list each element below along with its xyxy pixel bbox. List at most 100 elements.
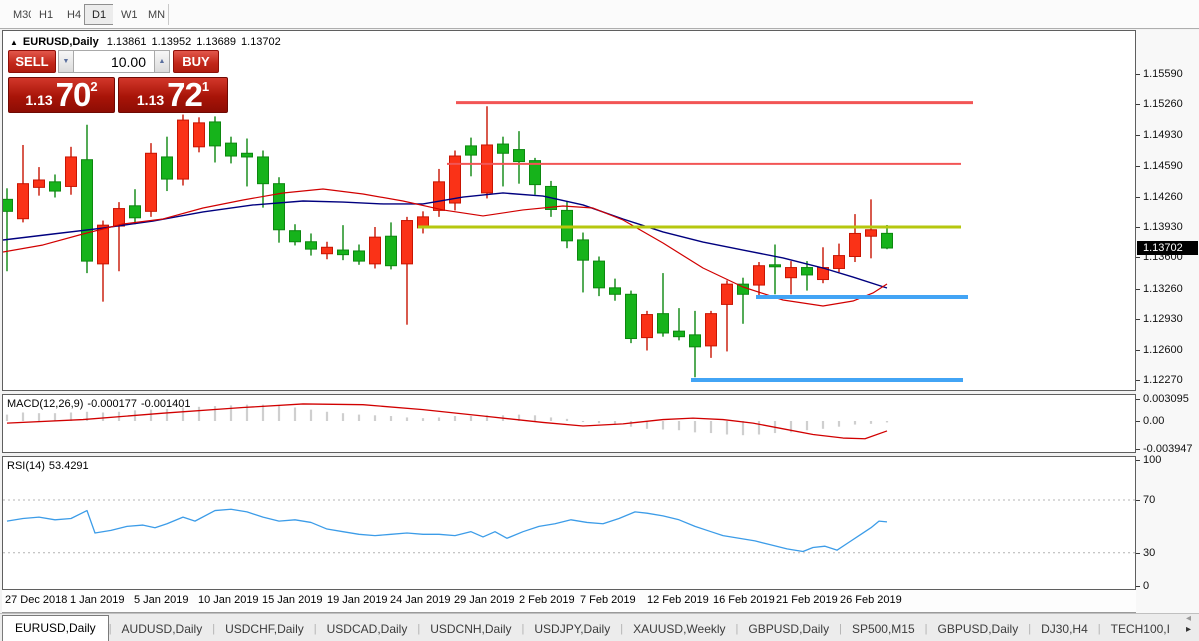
rsi-tick-label: 0	[1143, 580, 1150, 592]
tab-scroll-right-icon[interactable]: ▸	[1185, 624, 1191, 635]
price-tick-label-tick	[1136, 104, 1140, 106]
date-axis-label: 10 Jan 2019	[198, 594, 259, 606]
tab-separator: |	[108, 623, 112, 635]
rsi-tick-label-tick	[1136, 552, 1140, 554]
date-axis-label: 26 Feb 2019	[840, 594, 902, 606]
price-tick-label-tick	[1136, 227, 1140, 228]
chart-tab-usdcnh-daily[interactable]: USDCNH,Daily	[430, 622, 512, 636]
price-tick-label-tick	[1136, 288, 1140, 290]
rsi-indicator-label: RSI(14) 53.4291	[7, 460, 93, 472]
tab-scroll-left-icon[interactable]: ◂	[1185, 613, 1191, 624]
price-tick-label-tick	[1136, 380, 1140, 381]
macd-signal-value: -0.001401	[140, 398, 191, 410]
current-price-badge: 1.13702	[1137, 241, 1198, 255]
date-axis-label: 29 Jan 2019	[454, 594, 515, 606]
sell-price-box[interactable]: 1.13 70 2	[8, 77, 115, 113]
volume-input[interactable]	[74, 50, 154, 73]
timeframe-button-h4[interactable]: H4	[59, 4, 90, 25]
date-axis-label: 1 Jan 2019	[70, 594, 125, 606]
price-chart[interactable]	[3, 31, 1135, 390]
tab-separator: |	[1028, 623, 1032, 635]
rsi-pane[interactable]	[2, 456, 1136, 590]
price-tick-label-tick	[1136, 134, 1140, 136]
rsi-chart[interactable]	[3, 457, 1135, 589]
macd-tick-label-tick	[1136, 399, 1140, 401]
buy-price-big: 72	[167, 76, 203, 113]
collapse-triangle-icon[interactable]: ▲	[10, 38, 18, 47]
sell-price-prefix: 1.13	[25, 92, 53, 108]
volume-increase-button[interactable]: ▲	[154, 50, 170, 73]
buy-price-sup: 1	[201, 79, 210, 94]
volume-decrease-button[interactable]: ▼	[58, 50, 74, 73]
rsi-tick-label-tick	[1136, 500, 1140, 501]
tab-scroll-arrows: ◂ ▸	[1180, 613, 1199, 641]
sell-price-big: 70	[55, 76, 92, 113]
chart-tabs: EURUSD,Daily | AUDUSD,Daily | USDCHF,Daily | U…	[0, 615, 1180, 641]
tab-separator: |	[924, 623, 928, 635]
macd-chart[interactable]	[3, 395, 1135, 452]
rsi-value: 53.4291	[48, 460, 89, 472]
chart-tab-gbpusd-daily[interactable]: GBPUSD,Daily	[748, 622, 830, 636]
timeframe-button-h1[interactable]: H1	[31, 4, 62, 25]
price-tick-label: 1.15590	[1143, 67, 1183, 80]
rsi-tick-label-tick	[1136, 460, 1140, 462]
date-axis-label: 16 Feb 2019	[713, 594, 775, 606]
macd-name: MACD(12,26,9)	[7, 398, 84, 410]
rsi-tick-label-tick	[1136, 586, 1140, 587]
price-tick-label: 1.12270	[1143, 374, 1183, 386]
chart-tab-usdchf-daily[interactable]: USDCHF,Daily	[225, 622, 304, 636]
price-tick-label: 1.14260	[1143, 190, 1183, 203]
timeframe-toolbar: M30 H1 H4 D1 W1 MN	[0, 0, 1199, 29]
macd-pane[interactable]	[2, 394, 1136, 453]
macd-tick-label: 0.003095	[1143, 393, 1189, 406]
date-axis-label: 12 Feb 2019	[647, 594, 709, 606]
price-tick-label: 1.12600	[1143, 343, 1183, 356]
date-axis-label: 2 Feb 2019	[519, 594, 575, 606]
chart-tab-tech100-i[interactable]: TECH100,I	[1110, 622, 1170, 636]
buy-price-prefix: 1.13	[136, 92, 165, 108]
price-tick-label-tick	[1136, 319, 1140, 321]
chart-symbol: EURUSD,Daily	[22, 36, 99, 48]
rsi-name: RSI(14)	[7, 460, 45, 472]
macd-indicator-label: MACD(12,26,9) -0.000177 -0.001401	[7, 398, 195, 410]
tab-separator: |	[620, 623, 624, 635]
date-axis[interactable]: 27 Dec 2018 1 Jan 2019 5 Jan 2019 10 Jan 20…	[2, 590, 1136, 613]
chart-tab-usdjpy-daily[interactable]: USDJPY,Daily	[534, 622, 611, 636]
timeframe-button-d1[interactable]: D1	[84, 4, 115, 25]
tab-separator: |	[735, 623, 739, 635]
tab-separator: |	[521, 623, 525, 635]
sell-button[interactable]: SELL	[8, 50, 56, 73]
tab-separator: |	[313, 623, 317, 635]
price-tick-label-tick	[1136, 257, 1140, 259]
chart-tab-gbpusd-daily[interactable]: GBPUSD,Daily	[937, 622, 1019, 636]
timeframe-button-mn[interactable]: MN	[140, 4, 174, 25]
tab-separator: |	[212, 623, 216, 635]
price-tick-label-tick	[1136, 349, 1140, 351]
price-tick-label: 1.13930	[1143, 221, 1183, 233]
chart-tab-dj30-h4[interactable]: DJ30,H4	[1041, 622, 1088, 636]
price-axis-column[interactable]: 1.15590 1.15260 1.14930 1.14590 1.14260 1.139…	[1136, 30, 1199, 613]
buy-button[interactable]: BUY	[173, 50, 219, 73]
macd-tick-label: -0.003947	[1143, 443, 1193, 456]
tab-separator: |	[417, 623, 421, 635]
ohlc-high: 1.13952	[151, 36, 192, 48]
chart-tab-xauusd-weekly[interactable]: XAUUSD,Weekly	[633, 622, 726, 636]
date-axis-label: 5 Jan 2019	[134, 594, 189, 606]
chart-tab-eurusd-daily[interactable]: EURUSD,Daily	[2, 615, 109, 641]
macd-tick-label-tick	[1136, 449, 1140, 451]
chart-tab-audusd-daily[interactable]: AUDUSD,Daily	[121, 622, 203, 636]
price-tick-label-tick	[1136, 166, 1140, 168]
chart-tab-bar: EURUSD,Daily | AUDUSD,Daily | USDCHF,Daily | U…	[0, 613, 1199, 641]
chart-tab-sp500-m15[interactable]: SP500,M15	[851, 622, 915, 636]
date-axis-label: 19 Jan 2019	[327, 594, 388, 606]
timeframe-button-w1[interactable]: W1	[113, 4, 146, 25]
chart-tab-usdcad-daily[interactable]: USDCAD,Daily	[326, 622, 408, 636]
chart-title: ▲ EURUSD,Daily 1.13861 1.13952 1.13689 1.1370…	[10, 36, 286, 48]
date-axis-label: 7 Feb 2019	[580, 594, 636, 606]
macd-tick-label-tick	[1136, 421, 1140, 422]
price-tick-label-tick	[1136, 73, 1140, 75]
macd-value: -0.000177	[87, 398, 137, 410]
date-axis-label: 15 Jan 2019	[262, 594, 323, 606]
date-axis-label: 21 Feb 2019	[776, 594, 838, 606]
buy-price-box[interactable]: 1.13 72 1	[118, 77, 228, 113]
